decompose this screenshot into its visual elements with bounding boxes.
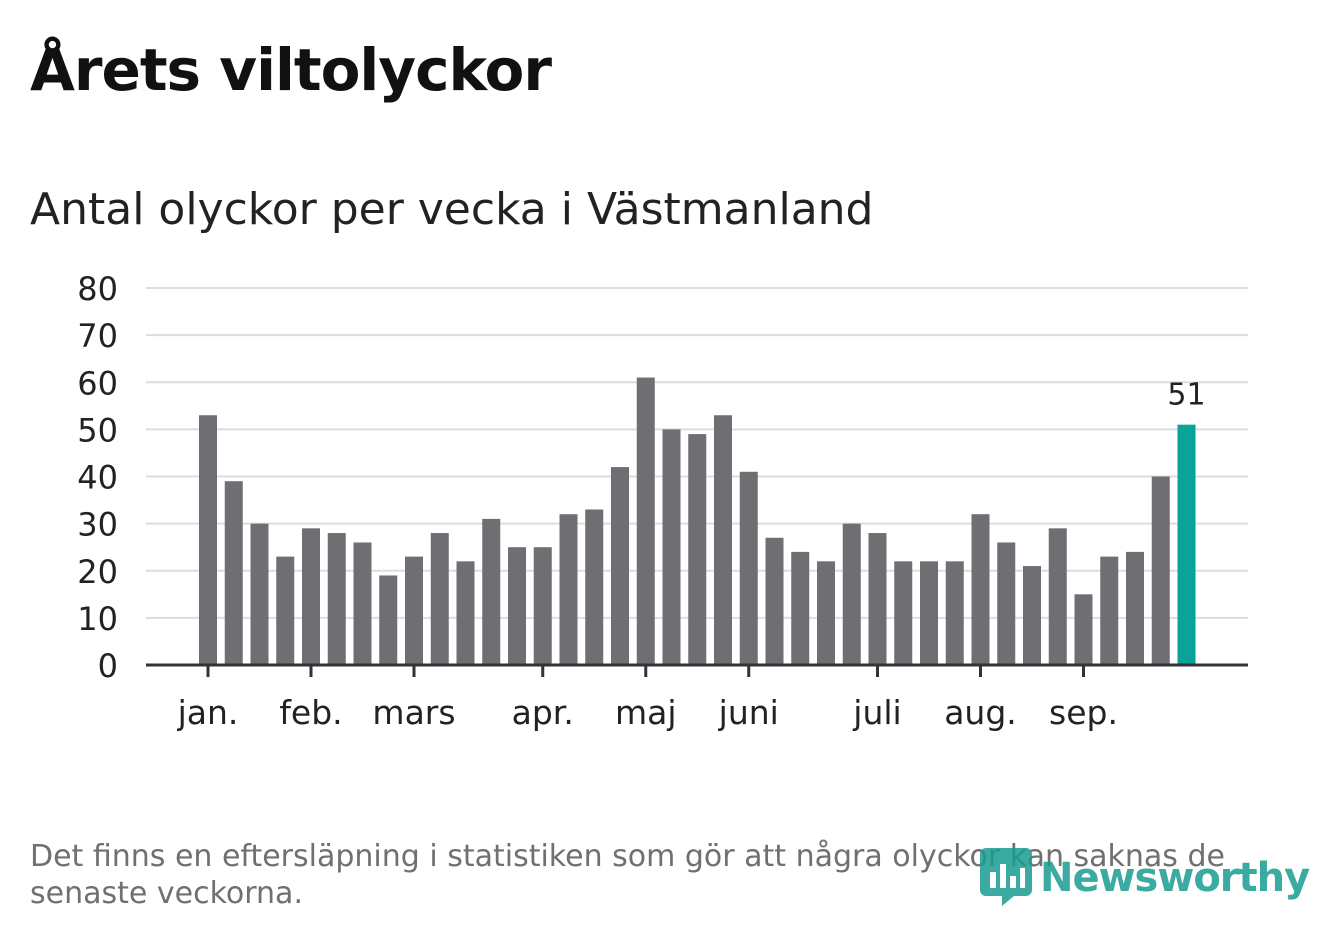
y-tick-label: 0 (98, 647, 118, 685)
bar (920, 561, 938, 665)
x-tick-label: feb. (279, 693, 342, 732)
bar (224, 481, 243, 665)
bar (430, 533, 449, 665)
x-tick-label: mars (372, 693, 455, 732)
chart-subtitle: Antal olyckor per vecka i Västmanland (30, 184, 874, 235)
bar (199, 415, 217, 665)
y-tick-label: 10 (77, 600, 118, 638)
bar (1048, 528, 1067, 665)
x-tick-label: jan. (177, 693, 239, 732)
x-tick-label: aug. (944, 693, 1017, 732)
logo-text: Newsworthy (1040, 855, 1310, 901)
page-title: Årets viltolyckor (30, 36, 552, 104)
bar (327, 533, 346, 665)
bar (662, 429, 681, 665)
bar (1100, 556, 1119, 665)
newsworthy-logo[interactable]: Newsworthy (980, 844, 1310, 912)
bar (508, 547, 526, 665)
data-labels: 51 (1167, 378, 1205, 413)
x-axis-ticks: jan. feb. mars apr. maj juni juli aug. sep. (177, 665, 1118, 732)
bar (714, 415, 732, 665)
highlight-bar (1177, 424, 1196, 665)
data-label: 51 (1167, 378, 1205, 413)
y-tick-label: 20 (77, 553, 118, 591)
bar (688, 434, 707, 665)
bar (842, 523, 861, 665)
bar (997, 542, 1016, 665)
bar (894, 561, 913, 665)
bar (276, 556, 295, 665)
bar (1151, 476, 1170, 665)
bar (456, 561, 475, 665)
bar-chart: 0 10 20 30 40 50 60 70 80 jan. feb. mars apr. maj jun… (77, 270, 1248, 732)
bar (1023, 566, 1041, 665)
y-tick-label: 40 (77, 459, 118, 497)
bar (945, 561, 964, 665)
bar (559, 514, 578, 665)
bars (199, 377, 1196, 665)
bar (533, 547, 552, 665)
x-tick-label: juli (852, 693, 901, 732)
bar (405, 556, 423, 665)
bar (868, 533, 887, 665)
x-tick-label: sep. (1049, 693, 1118, 732)
bar (585, 509, 604, 665)
bar (1126, 551, 1144, 665)
bar (611, 467, 629, 665)
y-tick-label: 50 (77, 411, 118, 449)
y-tick-label: 80 (77, 270, 118, 308)
x-tick-label: maj (615, 693, 677, 732)
bar (971, 514, 990, 665)
y-tick-label: 70 (77, 317, 118, 355)
bar (817, 561, 835, 665)
y-tick-label: 30 (77, 506, 118, 544)
bar (302, 528, 320, 665)
bar (482, 518, 501, 665)
y-axis-ticks: 0 10 20 30 40 50 60 70 80 (77, 270, 118, 685)
bar (791, 551, 810, 665)
bar (636, 377, 655, 665)
newsworthy-logo-icon (980, 844, 1032, 912)
y-tick-label: 60 (77, 364, 118, 402)
x-tick-label: juni (718, 693, 779, 732)
bar (353, 542, 372, 665)
bar (379, 575, 398, 665)
bar (1074, 594, 1093, 665)
bar (739, 471, 758, 665)
x-tick-label: apr. (512, 693, 574, 732)
bar (765, 537, 784, 665)
bar (250, 523, 269, 665)
